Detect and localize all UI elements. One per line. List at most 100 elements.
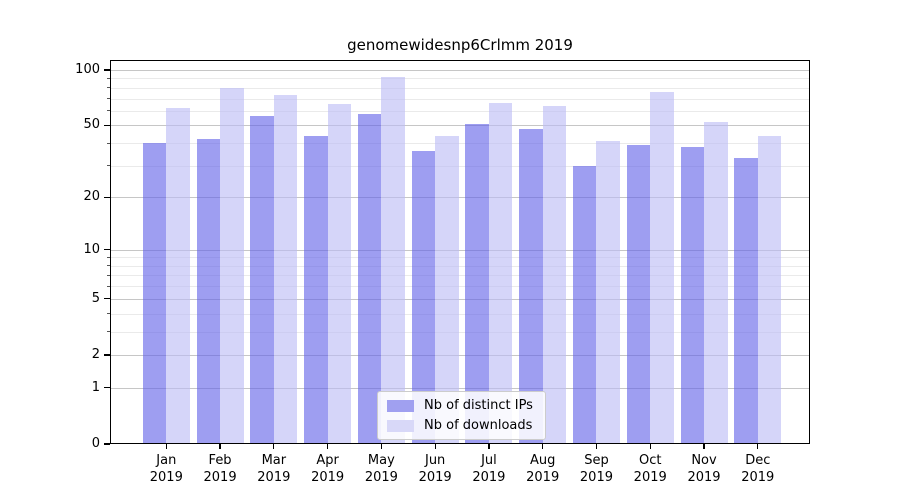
- x-tick-mark: [488, 444, 490, 449]
- x-tick-month: Feb: [208, 453, 232, 468]
- x-tick-month: Aug: [529, 453, 556, 468]
- x-tick-label: Dec 2019: [731, 452, 785, 486]
- bar-downloads-apr: [327, 104, 352, 444]
- bar-downloads-aug: [542, 105, 567, 444]
- bar-ips-apr: [304, 135, 328, 444]
- y-tick-mark: [104, 249, 110, 251]
- x-tick-month: May: [367, 453, 395, 468]
- bar-downloads-oct: [650, 91, 674, 444]
- x-tick-label: Mar 2019: [247, 452, 301, 486]
- y-tick-label: 20: [83, 189, 100, 205]
- bar-ips-mar: [250, 116, 274, 444]
- x-tick-label: Feb 2019: [193, 452, 247, 486]
- bar-ips-dec: [734, 158, 758, 444]
- x-tick-label: Jun 2019: [408, 452, 462, 486]
- bar-downloads-feb: [220, 87, 244, 444]
- x-tick-year: 2019: [687, 470, 721, 485]
- x-tick-mark: [703, 444, 705, 449]
- y-tick-mark: [104, 387, 110, 389]
- bar-downloads-mar: [273, 95, 298, 444]
- bar-ips-jul: [465, 123, 489, 444]
- legend-label-downloads: Nb of downloads: [424, 418, 533, 433]
- y-minor-tick-mark: [107, 87, 110, 89]
- y-minor-tick-mark: [107, 265, 110, 267]
- x-tick-year: 2019: [472, 470, 506, 485]
- x-tick-label: Oct 2019: [623, 452, 677, 486]
- bar-downloads-jun: [435, 135, 459, 444]
- y-tick-label: 50: [83, 117, 100, 133]
- x-tick-month: Mar: [261, 453, 287, 468]
- x-tick-year: 2019: [741, 470, 775, 485]
- y-tick-mark: [104, 443, 110, 445]
- minor-gridline: [111, 143, 809, 145]
- major-gridline: [111, 387, 809, 389]
- x-tick-month: Jan: [156, 453, 177, 468]
- bar-downloads-jul: [488, 103, 513, 444]
- y-tick-mark: [104, 124, 110, 126]
- x-tick-label: Aug 2019: [516, 452, 570, 486]
- y-tick-label: 100: [75, 62, 100, 77]
- bar-ips-oct: [626, 145, 651, 444]
- x-tick-mark: [165, 444, 167, 449]
- x-tick-mark: [273, 444, 275, 449]
- x-tick-mark: [434, 444, 436, 449]
- x-tick-month: Sep: [584, 453, 609, 468]
- bar-downloads-sep: [596, 141, 620, 444]
- minor-gridline: [111, 110, 809, 112]
- y-tick-label: 10: [83, 241, 100, 257]
- minor-gridline: [111, 87, 809, 89]
- y-minor-tick-mark: [107, 331, 110, 333]
- y-tick-label: 2: [91, 346, 100, 362]
- x-tick-year: 2019: [526, 470, 560, 485]
- x-tick-month: Jul: [481, 453, 497, 468]
- major-gridline: [111, 197, 809, 199]
- y-tick-label: 0: [91, 436, 100, 451]
- x-tick-label: Sep 2019: [569, 452, 623, 486]
- x-tick-month: Jun: [424, 453, 446, 468]
- x-tick-label: May 2019: [354, 452, 408, 486]
- x-tick-year: 2019: [633, 470, 667, 485]
- y-minor-tick-mark: [107, 110, 110, 112]
- y-minor-tick-mark: [107, 274, 110, 276]
- x-tick-year: 2019: [418, 470, 452, 485]
- major-gridline: [111, 354, 809, 356]
- y-tick-mark: [104, 298, 110, 300]
- y-minor-tick-mark: [107, 256, 110, 258]
- bar-ips-sep: [572, 165, 597, 444]
- bar-ips-may: [357, 113, 382, 444]
- x-tick-label: Jan 2019: [139, 452, 193, 486]
- bar-ips-feb: [196, 139, 221, 444]
- bar-downloads-dec: [757, 135, 782, 444]
- y-tick-mark: [104, 196, 110, 198]
- x-tick-label: Apr 2019: [301, 452, 355, 486]
- y-tick-label: 5: [91, 290, 100, 306]
- x-tick-month: Nov: [691, 453, 717, 468]
- major-gridline: [111, 298, 809, 300]
- chart-title: genomewidesnp6Crlmm 2019: [347, 36, 573, 54]
- minor-gridline: [111, 286, 809, 288]
- y-minor-tick-mark: [107, 285, 110, 287]
- x-tick-mark: [595, 444, 598, 449]
- x-tick-month: Apr: [316, 453, 339, 468]
- legend-item-downloads: Nb of downloads: [387, 418, 533, 433]
- bar-ips-jun: [411, 151, 436, 444]
- minor-gridline: [111, 331, 809, 333]
- major-gridline: [111, 70, 809, 71]
- bar-downloads-nov: [704, 122, 728, 444]
- y-tick-mark: [104, 69, 110, 71]
- y-minor-tick-mark: [107, 165, 110, 167]
- major-gridline: [111, 249, 809, 251]
- legend-swatch-distinct-ips: [387, 399, 414, 412]
- bar-downloads-jan: [166, 108, 190, 444]
- x-tick-label: Jul 2019: [462, 452, 516, 486]
- minor-gridline: [111, 275, 809, 277]
- x-tick-year: 2019: [364, 470, 398, 485]
- y-minor-tick-mark: [107, 142, 110, 144]
- y-tick-mark: [104, 354, 110, 356]
- x-tick-mark: [219, 444, 221, 449]
- bar-ips-nov: [680, 147, 704, 444]
- legend-item-distinct-ips: Nb of distinct IPs: [387, 398, 533, 413]
- y-minor-tick-mark: [107, 313, 110, 315]
- x-tick-mark: [327, 444, 329, 449]
